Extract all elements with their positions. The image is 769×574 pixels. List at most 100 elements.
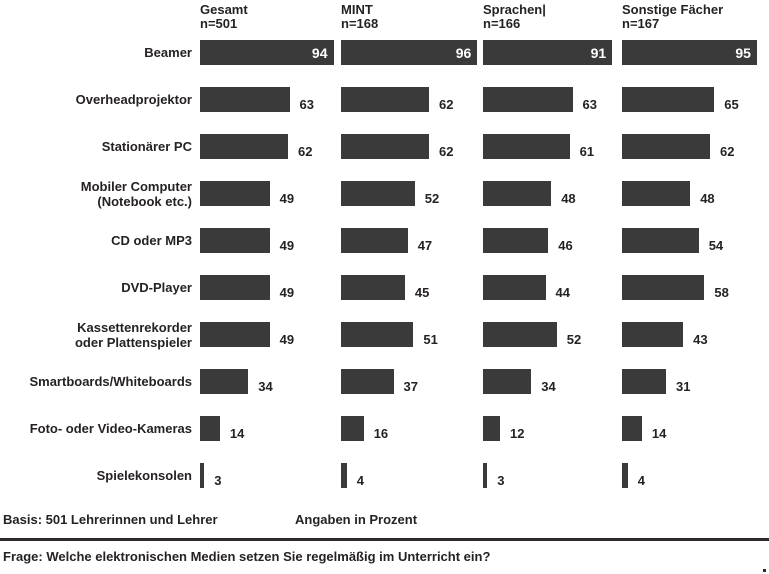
bar-value: 37 <box>403 379 418 394</box>
bar <box>341 416 364 441</box>
column-header-2: MINT n=168 <box>341 3 483 31</box>
footer-unit-note: Angaben in Prozent <box>295 512 418 527</box>
bar-value: 62 <box>439 144 454 159</box>
bar-value: 52 <box>566 332 582 347</box>
bar-cell: 37 <box>341 369 483 394</box>
column-header-4: Sonstige Fächer n=167 <box>622 3 769 31</box>
bar <box>200 369 249 394</box>
bar-value: 63 <box>582 97 597 112</box>
bar-cell: 3 <box>483 463 622 488</box>
row-label: Spielekonsolen <box>96 468 192 483</box>
column-name: Sprachen| <box>483 2 546 17</box>
bar-value: 62 <box>298 144 313 159</box>
bar <box>622 416 642 441</box>
chart-row: Overheadprojektor 63 62 63 65 <box>0 76 769 123</box>
row-label: Stationärer PC <box>101 139 192 154</box>
bar <box>341 87 429 112</box>
bar <box>622 463 628 488</box>
bar-cell: 62 <box>341 87 483 112</box>
row-label: DVD-Player <box>121 280 192 295</box>
bar <box>622 228 699 253</box>
bar-cell: 49 <box>200 228 341 253</box>
chart-row: DVD-Player 49 45 44 58 <box>0 264 769 311</box>
bar-value: 47 <box>417 238 433 253</box>
bar-value: 46 <box>558 238 573 253</box>
bar <box>200 416 220 441</box>
bar-cell: 48 <box>483 181 622 206</box>
bar-value: 61 <box>579 144 595 159</box>
column-sample-size: n=168 <box>341 16 379 31</box>
bar-cell: 63 <box>483 87 622 112</box>
bar-value: 62 <box>439 97 454 112</box>
column-sample-size: n=167 <box>622 16 660 31</box>
chart-rows: Beamer 94 96 91 95 Overheadprojektor 63 62 63 65 S… <box>0 29 769 499</box>
chart-row: Beamer 94 96 91 95 <box>0 29 769 76</box>
column-name: Sonstige Fächer <box>622 2 724 17</box>
bar-cell: 51 <box>341 322 483 347</box>
divider-rule <box>0 538 769 541</box>
bar <box>483 322 557 347</box>
bar <box>483 228 549 253</box>
footer-basis-text: Basis: 501 Lehrerinnen und Lehrer <box>3 512 218 527</box>
bar: 94 <box>200 40 334 65</box>
bar-cell: 49 <box>200 322 341 347</box>
bar-value: 34 <box>541 379 556 394</box>
chart-row: Foto- oder Video-Kameras 14 16 12 14 <box>0 405 769 452</box>
bar-cell: 52 <box>483 322 622 347</box>
bar <box>483 134 570 159</box>
bar <box>341 228 408 253</box>
bar-cell: 54 <box>622 228 769 253</box>
bar-cell: 46 <box>483 228 622 253</box>
bar <box>341 369 394 394</box>
bar-cell: 4 <box>341 463 483 488</box>
bar-value: 62 <box>720 144 735 159</box>
bar <box>200 322 270 347</box>
bar-value: 52 <box>424 191 440 206</box>
bar <box>341 463 347 488</box>
bar-value: 54 <box>708 238 724 253</box>
bar-cell: 62 <box>200 134 341 159</box>
bar <box>622 322 684 347</box>
bar-cell: 58 <box>622 275 769 300</box>
bar-value: 51 <box>423 332 438 347</box>
bar-value: 4 <box>637 473 645 488</box>
bar-cell: 49 <box>200 275 341 300</box>
bar-cell: 61 <box>483 134 622 159</box>
bar-value: 44 <box>555 285 570 300</box>
row-label: CD oder MP3 <box>111 233 192 248</box>
corner-mark <box>763 569 766 572</box>
bar-cell: 12 <box>483 416 622 441</box>
bar-value: 49 <box>279 238 295 253</box>
chart-row: CD oder MP3 49 47 46 54 <box>0 217 769 264</box>
bar-cell: 96 <box>341 40 483 65</box>
bar-value: 16 <box>373 426 389 441</box>
bar-cell: 31 <box>622 369 769 394</box>
bar-cell: 91 <box>483 40 622 65</box>
bar-cell: 34 <box>200 369 341 394</box>
chart-row: Spielekonsolen 3 4 3 4 <box>0 452 769 499</box>
column-header-1: Gesamt n=501 <box>200 3 341 31</box>
bar <box>341 275 405 300</box>
bar-cell: 49 <box>200 181 341 206</box>
row-label: Overheadprojektor <box>75 92 192 107</box>
bar <box>200 275 270 300</box>
footer-question-text: Frage: Welche elektronischen Medien setz… <box>3 549 491 564</box>
bar <box>200 228 270 253</box>
bar <box>200 87 290 112</box>
bar-cell: 45 <box>341 275 483 300</box>
chart-row: Stationärer PC 62 62 61 62 <box>0 123 769 170</box>
bar <box>483 275 546 300</box>
bar-value: 43 <box>693 332 708 347</box>
bar-value: 3 <box>214 473 222 488</box>
bar: 96 <box>341 40 478 65</box>
bar <box>622 369 666 394</box>
bar-value: 14 <box>229 426 245 441</box>
bar: 91 <box>483 40 613 65</box>
bar-cell: 52 <box>341 181 483 206</box>
bar-value: 34 <box>258 379 273 394</box>
column-header-3: Sprachen| n=166 <box>483 3 622 31</box>
row-label: Beamer <box>144 45 192 60</box>
bar-value: 49 <box>279 332 295 347</box>
row-label: Mobiler Computer (Notebook etc.) <box>80 178 192 209</box>
